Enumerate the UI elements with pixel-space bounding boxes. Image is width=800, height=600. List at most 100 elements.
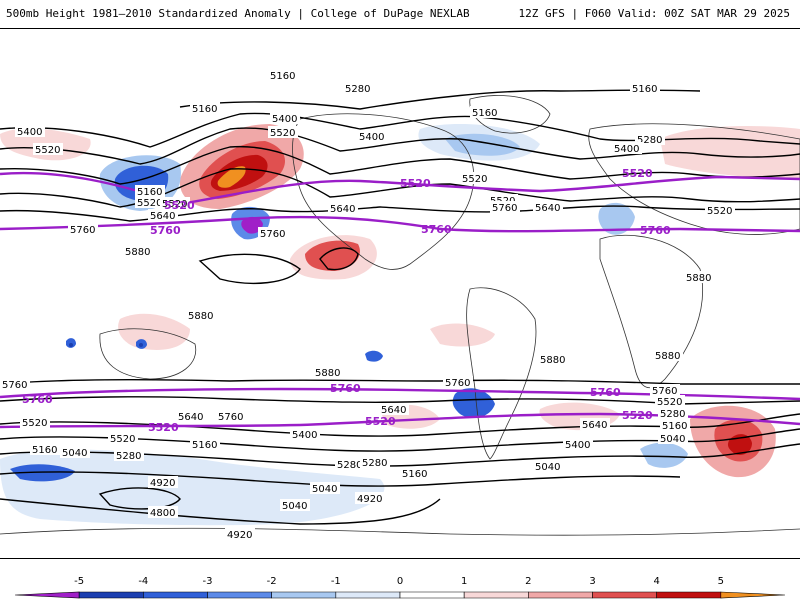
reference-label: 5760: [640, 224, 671, 237]
reference-label: 5760: [330, 382, 361, 395]
colorbar-tick-label: 5: [718, 576, 724, 587]
colorbar-tick-label: 1: [461, 576, 467, 587]
reference-label: 5520: [148, 421, 179, 434]
colorbar: -5 -4 -3 -2 -1 0 1 2 3 4 5: [14, 576, 786, 599]
contour-label: 5040: [535, 462, 560, 473]
contour-label: 5640: [381, 405, 406, 416]
contour-label: 5640: [178, 412, 203, 423]
anomaly-area: [241, 216, 263, 234]
contour-label: 5040: [282, 501, 307, 512]
colorbar-segment: [14, 591, 80, 599]
coastline-north-america: [292, 113, 474, 270]
colorbar-tick-label: 0: [397, 576, 403, 587]
contour-line: [0, 145, 800, 185]
colorbar-tick-label: 3: [589, 576, 595, 587]
contour-label: 5400: [17, 127, 42, 138]
colorbar-segment: [463, 591, 529, 599]
coastline-south-america: [466, 287, 537, 460]
contour-label: 5880: [540, 355, 565, 366]
reference-line-5760-north: [0, 215, 800, 233]
anomaly-area: [598, 202, 635, 235]
contour-line: [319, 247, 359, 271]
contour-label: 5760: [70, 225, 95, 236]
low-center-marker: [139, 343, 143, 347]
contour-label: 5760: [492, 203, 517, 214]
contour-label: 5520: [137, 198, 162, 209]
colorbar-segment: [720, 591, 786, 599]
contour-label: 5160: [192, 440, 217, 451]
contour-label: 5880: [125, 247, 150, 258]
contour-label: 5880: [686, 273, 711, 284]
contour-label: 5760: [445, 378, 470, 389]
reference-label: 5760: [22, 393, 53, 406]
coastline-greenland: [469, 95, 551, 134]
contour-label: 5520: [35, 145, 60, 156]
contour-label: 5280: [362, 458, 387, 469]
colorbar-tick-label: -3: [203, 576, 213, 587]
contour-label: 4800: [150, 508, 175, 519]
colorbar-segment: [271, 591, 337, 599]
weather-map: 5160 5280 5160 5160 5400 5520 5400 5520 …: [0, 69, 800, 541]
anomaly-area: [452, 388, 495, 418]
contour-label: 5640: [330, 204, 355, 215]
reference-line-5520-north: [0, 171, 800, 206]
reference-label: 5520: [622, 167, 653, 180]
contour-label: 5280: [345, 84, 370, 95]
colorbar-segment: [335, 591, 401, 599]
colorbar-segment: [528, 591, 593, 599]
contour-label: 5760: [652, 386, 677, 397]
contour-label: 5400: [565, 440, 590, 451]
contour-label: 5400: [272, 114, 297, 125]
contour-label: 5160: [270, 71, 295, 82]
contour-line: [179, 89, 701, 110]
contour-label: 5160: [32, 445, 57, 456]
contour-line: [0, 413, 800, 437]
coastlines: [0, 95, 800, 536]
reference-labels: 5520 5520 5520 5760 5760 5760 5760 5760 …: [22, 167, 671, 434]
reference-label: 5760: [150, 224, 181, 237]
contour-label: 5640: [582, 420, 607, 431]
anomaly-area: [365, 350, 383, 362]
contour-line: [98, 487, 181, 510]
reference-label: 5520: [164, 199, 195, 212]
map-header: 500mb Height 1981–2010 Standardized Anom…: [0, 0, 800, 28]
contour-label: 5760: [218, 412, 243, 423]
contour-label: 5040: [660, 434, 685, 445]
colorbar-segments: [14, 591, 786, 599]
contour-label: 5520: [657, 397, 682, 408]
contour-labels: 5160 5280 5160 5160 5400 5520 5400 5520 …: [0, 69, 735, 541]
contour-label: 5520: [462, 174, 487, 185]
colorbar-segment: [143, 591, 208, 599]
contour-label: 5280: [337, 460, 362, 471]
contour-line: [0, 428, 800, 452]
anomaly-area: [217, 166, 246, 188]
contour-label: 4920: [150, 478, 175, 489]
map-area: 5160 5280 5160 5160 5400 5520 5400 5520 …: [0, 28, 800, 559]
reference-label: 5520: [622, 409, 653, 422]
contour-label: 5640: [150, 211, 175, 222]
colorbar-labels: -5 -4 -3 -2 -1 0 1 2 3 4 5: [74, 576, 724, 587]
anomaly-area: [118, 313, 190, 350]
coastline-australia: [99, 328, 197, 380]
contour-label: 5520: [110, 434, 135, 445]
contour-label: 5520: [270, 128, 295, 139]
reference-label: 5520: [365, 415, 396, 428]
contour-label: 5160: [632, 84, 657, 95]
reference-label: 5760: [590, 386, 621, 399]
colorbar-tick-label: -1: [331, 576, 341, 587]
reference-label: 5760: [421, 223, 452, 236]
coastline-africa: [599, 234, 704, 389]
map-title: 500mb Height 1981–2010 Standardized Anom…: [6, 7, 470, 20]
colorbar-segment: [207, 591, 272, 599]
anomaly-area: [430, 323, 495, 347]
contour-label: 4920: [227, 530, 252, 541]
colorbar-segment: [592, 591, 657, 599]
contour-label: 5040: [62, 448, 87, 459]
colorbar-tick-label: -5: [74, 576, 84, 587]
contour-label: 5520: [707, 206, 732, 217]
contour-label: 5160: [402, 469, 427, 480]
contour-label: 5880: [315, 368, 340, 379]
contour-line: [0, 205, 800, 222]
contour-label: 5760: [2, 380, 27, 391]
anomaly-area: [10, 464, 75, 482]
